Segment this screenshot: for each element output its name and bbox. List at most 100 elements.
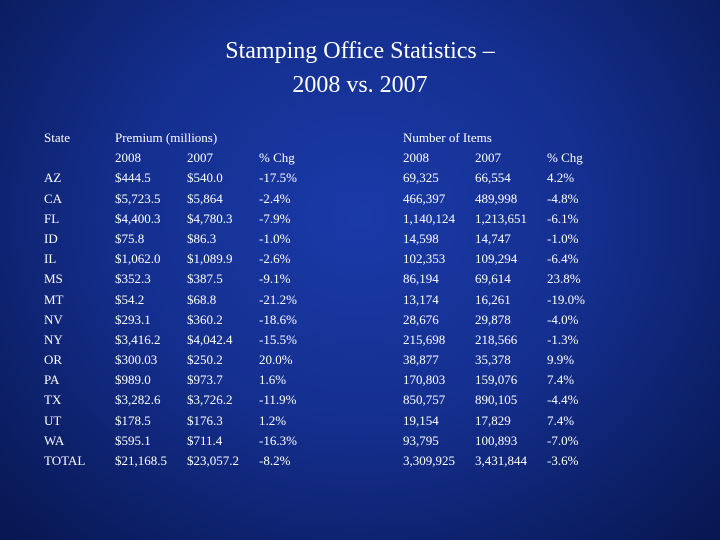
premium-2008-cell: $352.3	[115, 271, 151, 287]
premium-2007-cell: $360.2	[187, 311, 223, 327]
items-chg-cell: 4.2%	[547, 170, 575, 186]
premium-2007-cell: $973.7	[187, 372, 223, 388]
premium-chg-cell: -18.6%	[259, 311, 297, 327]
items-2007-cell: 3,431,844	[475, 453, 527, 468]
premium-2008-cell: $3,416.2	[115, 331, 161, 347]
items-2008-cell: 3,309,925	[403, 453, 455, 468]
premium-2008-cell: $595.1	[115, 432, 151, 448]
items-2008-cell: 215,698	[403, 331, 446, 347]
table-row: WA $595.1 $711.4 -16.3% 93,795 100,893 -7.0%	[0, 431, 720, 451]
premium-2007-cell: $176.3	[187, 412, 223, 428]
items-2007-cell: 109,294	[475, 251, 518, 267]
items-chg-cell: -1.0%	[547, 230, 579, 246]
items-2008-cell: 1,140,124	[403, 210, 455, 226]
items-2008-cell: 850,757	[403, 392, 446, 408]
table-row: OR $300.03 $250.2 20.0% 38,877 35,378 9.9%	[0, 350, 720, 370]
premium-2008-cell: $293.1	[115, 311, 151, 327]
premium-chg-cell: -7.9%	[259, 210, 291, 226]
items-chg-cell: -4.8%	[547, 190, 579, 206]
premium-2007-cell: $5,864	[187, 190, 223, 206]
state-cell: NV	[44, 311, 63, 327]
premium-2007-cell: $68.8	[187, 291, 217, 307]
items-chg-cell: -6.4%	[547, 251, 579, 267]
premium-2008-cell: $300.03	[115, 352, 158, 368]
items-chg-cell: -1.3%	[547, 331, 579, 347]
premium-2007-cell: $540.0	[187, 170, 223, 186]
premium-chg-cell: 1.2%	[259, 412, 287, 428]
slide-title: Stamping Office Statistics – 2008 vs. 20…	[0, 34, 720, 102]
state-cell: ID	[44, 230, 58, 246]
premium-2007-cell: $387.5	[187, 271, 223, 287]
table-row: PA $989.0 $973.7 1.6% 170,803 159,076 7.4%	[0, 370, 720, 390]
premium-2007-cell: $3,726.2	[187, 392, 233, 408]
premium-2007-cell: $711.4	[187, 432, 223, 448]
state-cell: IL	[44, 251, 57, 267]
premium-chg-cell: -2.6%	[259, 251, 291, 267]
premium-2007-cell: $86.3	[187, 230, 217, 246]
items-2007-cell: 1,213,651	[475, 210, 527, 226]
state-cell: TX	[44, 392, 62, 408]
items-chg-cell: 23.8%	[547, 271, 581, 287]
items-2007-cell: 35,378	[475, 352, 511, 368]
items-2007-cell: 66,554	[475, 170, 511, 186]
items-2008-cell: 466,397	[403, 190, 446, 206]
state-cell: UT	[44, 412, 62, 428]
premium-2008-cell: $1,062.0	[115, 251, 161, 267]
table-row: NV $293.1 $360.2 -18.6% 28,676 29,878 -4.0%	[0, 310, 720, 330]
table-row: AZ $444.5 $540.0 -17.5% 69,325 66,554 4.2%	[0, 168, 720, 188]
state-cell: TOTAL	[44, 453, 86, 468]
premium-2008-cell: $3,282.6	[115, 392, 161, 408]
header-items-group: Number of Items	[403, 130, 492, 145]
premium-2008-cell: $54.2	[115, 291, 145, 307]
header-items-2008: 2008	[403, 150, 429, 166]
items-2007-cell: 17,829	[475, 412, 511, 428]
state-cell: PA	[44, 372, 60, 388]
state-cell: OR	[44, 352, 63, 368]
premium-2008-cell: $75.8	[115, 230, 145, 246]
premium-2007-cell: $4,780.3	[187, 210, 233, 226]
header-items-chg: % Chg	[547, 150, 583, 166]
table-row: MS $352.3 $387.5 -9.1% 86,194 69,614 23.8%	[0, 269, 720, 289]
header-premium-2008: 2008	[115, 150, 141, 166]
premium-chg-cell: -1.0%	[259, 230, 291, 246]
table-row: UT $178.5 $176.3 1.2% 19,154 17,829 7.4%	[0, 411, 720, 431]
table-row: CA $5,723.5 $5,864 -2.4% 466,397 489,998 -4.8%	[0, 189, 720, 209]
items-chg-cell: -4.0%	[547, 311, 579, 327]
table-row: ID $75.8 $86.3 -1.0% 14,598 14,747 -1.0%	[0, 229, 720, 249]
premium-chg-cell: 1.6%	[259, 372, 287, 388]
items-2008-cell: 38,877	[403, 352, 439, 368]
premium-chg-cell: -8.2%	[259, 453, 291, 468]
premium-chg-cell: -17.5%	[259, 170, 297, 186]
items-chg-cell: -19.0%	[547, 291, 585, 307]
items-2007-cell: 14,747	[475, 230, 511, 246]
items-2008-cell: 28,676	[403, 311, 439, 327]
state-cell: WA	[44, 432, 65, 448]
items-2008-cell: 93,795	[403, 432, 439, 448]
items-2007-cell: 489,998	[475, 190, 518, 206]
premium-2008-cell: $989.0	[115, 372, 151, 388]
items-chg-cell: 7.4%	[547, 372, 575, 388]
items-2007-cell: 890,105	[475, 392, 518, 408]
header-state: State	[44, 130, 70, 145]
table-row: TX $3,282.6 $3,726.2 -11.9% 850,757 890,105 -4…	[0, 390, 720, 410]
state-cell: CA	[44, 190, 63, 206]
items-chg-cell: 7.4%	[547, 412, 575, 428]
premium-2008-cell: $21,168.5	[115, 453, 167, 468]
items-2008-cell: 86,194	[403, 271, 439, 287]
items-2007-cell: 218,566	[475, 331, 518, 347]
header-premium-group: Premium (millions)	[115, 130, 218, 145]
header-items-2007: 2007	[475, 150, 501, 166]
header-row-years: 2008 2007 % Chg 2008 2007 % Chg	[0, 148, 720, 168]
data-rows: AZ $444.5 $540.0 -17.5% 69,325 66,554 4.2% CA $5…	[0, 168, 720, 471]
premium-2007-cell: $250.2	[187, 352, 223, 368]
state-cell: NY	[44, 331, 63, 347]
premium-chg-cell: -15.5%	[259, 331, 297, 347]
premium-2008-cell: $444.5	[115, 170, 151, 186]
premium-2007-cell: $23,057.2	[187, 453, 239, 468]
header-premium-2007: 2007	[187, 150, 213, 166]
premium-chg-cell: -21.2%	[259, 291, 297, 307]
header-premium-chg: % Chg	[259, 150, 295, 166]
state-cell: MS	[44, 271, 63, 287]
premium-2008-cell: $4,400.3	[115, 210, 161, 226]
items-2008-cell: 69,325	[403, 170, 439, 186]
